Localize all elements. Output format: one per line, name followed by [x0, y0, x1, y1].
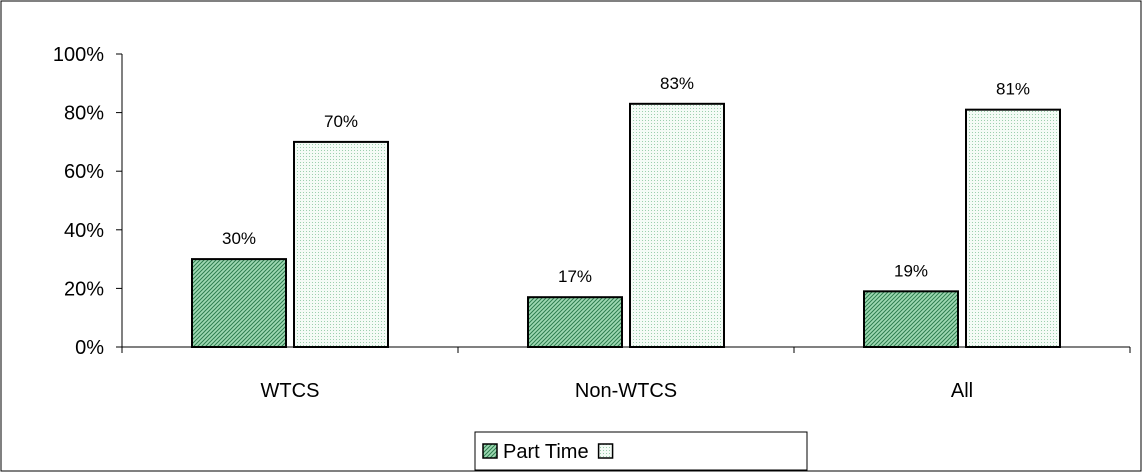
axes: 0% 20% 40% 60% 80% 100% WTCS Non-WTCS All: [53, 44, 1131, 402]
data-label: 70%: [324, 112, 358, 131]
labels: 30% 17% 19% 70% 83% 81%: [222, 74, 1030, 286]
bar: [527, 296, 623, 349]
legend-swatch: [597, 443, 614, 459]
y-tick-label: 20%: [64, 278, 104, 300]
x-tick-label: All: [951, 380, 973, 402]
y-tick-label: 100%: [53, 44, 104, 66]
y-tick-label: 40%: [64, 220, 104, 242]
data-label: 19%: [894, 261, 928, 280]
data-label: 30%: [222, 229, 256, 248]
bars: [191, 102, 1061, 349]
legend: Part Time: [474, 431, 808, 471]
data-label: 17%: [558, 267, 592, 286]
legend-box: [474, 431, 808, 471]
y-tick-label: 0%: [75, 337, 104, 359]
legend-swatch: [482, 443, 498, 459]
bar: [191, 258, 287, 349]
bar: [965, 108, 1061, 348]
x-tick-label: WTCS: [261, 380, 320, 402]
bar: [293, 140, 389, 348]
data-label: 81%: [996, 80, 1030, 99]
bar: [629, 102, 725, 348]
legend-label: Part Time: [503, 441, 589, 463]
y-tick-label: 60%: [64, 161, 104, 183]
y-tick-label: 80%: [64, 103, 104, 125]
bar: [863, 290, 959, 348]
x-tick-label: Non-WTCS: [575, 380, 677, 402]
data-label: 83%: [660, 74, 694, 93]
